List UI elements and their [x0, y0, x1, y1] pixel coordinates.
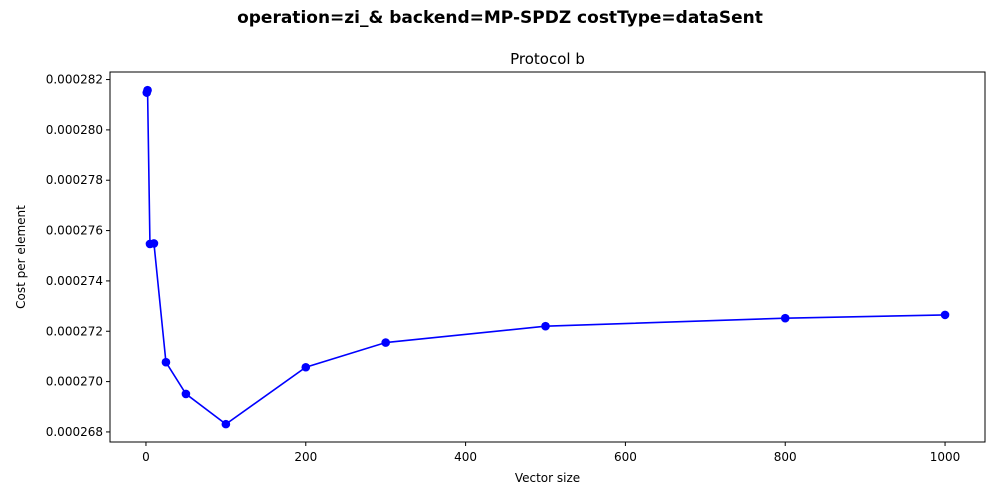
y-tick-label: 0.000282 [46, 73, 103, 87]
y-tick-label: 0.000276 [46, 224, 103, 238]
figure-suptitle: operation=zi_& backend=MP-SPDZ costType=… [237, 8, 763, 28]
series-line [145, 89, 946, 426]
ticks-layer: 0 200 400 600 800 1000 0.000268 0.000270 0.00027… [46, 73, 961, 464]
data-point [940, 310, 950, 320]
data-point [301, 362, 311, 372]
data-point [143, 85, 152, 95]
series-layer [142, 85, 950, 429]
plot-frame [109, 71, 986, 443]
data-point [541, 321, 550, 331]
data-point [181, 389, 191, 399]
y-axis-title: Cost per element [14, 205, 28, 309]
data-point [780, 313, 790, 323]
x-tick-label: 1000 [930, 450, 961, 464]
x-tick-label: 400 [454, 450, 477, 464]
data-point [161, 357, 171, 367]
y-tick-label: 0.000278 [46, 173, 103, 187]
plot-title: Protocol b [510, 50, 585, 68]
x-axis-title: Vector size [515, 471, 580, 485]
data-point [381, 338, 390, 347]
x-tick-label: 200 [294, 450, 317, 464]
y-tick-label: 0.000272 [46, 324, 103, 338]
y-tick-label: 0.000274 [46, 274, 103, 288]
y-tick-label: 0.000280 [46, 123, 103, 137]
y-tick-label: 0.000270 [46, 375, 103, 389]
x-tick-label: 600 [614, 450, 637, 464]
data-point [221, 419, 231, 429]
data-point [149, 239, 159, 248]
y-tick-label: 0.000268 [46, 425, 103, 439]
x-tick-label: 0 [142, 450, 150, 464]
x-tick-label: 800 [774, 450, 797, 464]
